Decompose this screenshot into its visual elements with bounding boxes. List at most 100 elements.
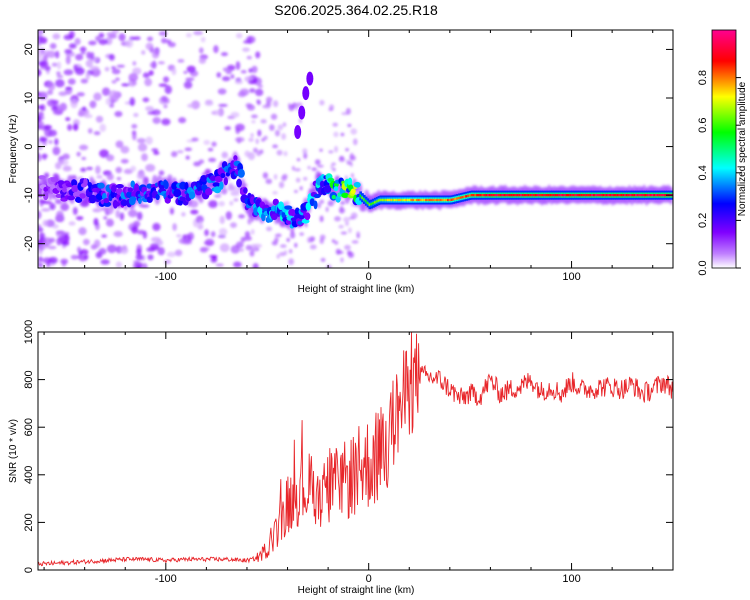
noise-blob	[38, 199, 47, 203]
ridge-peak	[600, 193, 603, 197]
noise-blob	[295, 105, 299, 112]
ridge-core-blob	[341, 192, 349, 198]
noise-blob	[161, 37, 168, 44]
ridge-peak	[660, 193, 664, 197]
noise-blob	[106, 154, 115, 162]
ridge-peak	[662, 193, 666, 197]
noise-blob	[221, 187, 228, 195]
noise-blob	[106, 32, 117, 37]
noise-blob	[151, 148, 159, 152]
ridge-peak	[481, 193, 485, 197]
ridge-peak	[514, 193, 518, 197]
noise-blob	[46, 90, 54, 95]
ridge-peak	[370, 202, 373, 206]
noise-blob	[93, 131, 101, 136]
noise-blob	[113, 230, 123, 238]
ridge-core-blob	[272, 198, 279, 206]
ridge-peak	[572, 193, 576, 197]
noise-blob	[198, 220, 203, 229]
ridge-peak	[591, 193, 594, 197]
noise-blob	[133, 112, 139, 118]
noise-blob	[79, 144, 89, 151]
ridge-peak	[656, 193, 660, 197]
noise-blob	[265, 101, 272, 107]
noise-blob	[86, 166, 93, 171]
ridge-peak	[552, 193, 556, 197]
ridge-peak	[633, 193, 636, 197]
noise-blob	[191, 137, 199, 142]
noise-blob	[174, 249, 183, 257]
ridge-core-blob	[97, 182, 105, 189]
noise-blob	[255, 138, 259, 145]
ridge-core-blob	[294, 207, 300, 216]
noise-blob	[319, 99, 325, 106]
ridge-peak	[488, 193, 492, 197]
noise-blob	[235, 127, 241, 135]
ridge-peak	[618, 193, 622, 197]
x-tick-label: 100	[562, 573, 580, 585]
noise-blob	[72, 123, 79, 131]
ridge-peak	[532, 193, 536, 197]
ridge-peak	[529, 193, 532, 197]
noise-blob	[314, 159, 321, 165]
noise-blob	[114, 111, 123, 117]
y-tick-label: 400	[23, 466, 35, 484]
noise-blob	[131, 225, 138, 234]
noise-blob	[319, 148, 323, 152]
noise-blob	[183, 80, 193, 89]
noise-blob	[76, 151, 81, 157]
ridge-peak	[388, 198, 392, 202]
ridge-core-blob	[67, 195, 76, 201]
ridge-peak	[474, 193, 477, 197]
noise-blob	[133, 36, 141, 41]
noise-blob	[48, 140, 53, 144]
noise-blob	[147, 254, 154, 261]
noise-blob	[178, 117, 187, 124]
noise-blob	[42, 219, 49, 227]
noise-blob	[38, 224, 42, 229]
noise-blob	[288, 104, 295, 112]
x-tick-label: 0	[366, 271, 372, 283]
noise-blob	[118, 33, 126, 42]
colorbar-tick-label: 0.6	[697, 118, 709, 133]
noise-blob	[171, 151, 178, 158]
noise-blob	[43, 124, 52, 130]
noise-blob	[331, 239, 336, 243]
noise-blob	[99, 149, 109, 158]
ridge-peak	[598, 193, 602, 197]
noise-blob	[250, 114, 258, 119]
noise-blob	[52, 109, 63, 116]
ridge-peak	[441, 198, 445, 202]
noise-blob	[176, 234, 182, 238]
ridge-peak	[653, 193, 656, 197]
ridge-peak	[509, 193, 512, 197]
noise-blob	[163, 104, 168, 109]
noise-blob	[294, 167, 301, 172]
x-tick-label: 100	[562, 271, 580, 283]
ridge-peak	[406, 198, 410, 202]
noise-blob	[350, 172, 354, 178]
noise-blob	[73, 64, 78, 72]
ridge-core-blob	[350, 188, 356, 194]
noise-blob	[309, 244, 317, 250]
noise-blob	[55, 50, 60, 59]
noise-blob	[93, 208, 100, 213]
ridge-peak	[377, 199, 381, 202]
ridge-peak	[498, 193, 501, 197]
ridge-peak	[459, 196, 463, 199]
noise-blob	[177, 58, 185, 63]
ridge-peak	[446, 198, 450, 202]
noise-blob	[277, 124, 284, 131]
noise-blob	[265, 96, 273, 103]
noise-blob	[47, 245, 57, 250]
noise-blob	[317, 164, 324, 168]
ridge-core-blob	[83, 177, 88, 187]
noise-blob	[38, 263, 44, 268]
noise-blob	[140, 204, 150, 208]
noise-blob	[350, 128, 358, 135]
ridge-peak	[616, 193, 620, 197]
noise-blob	[157, 61, 165, 65]
ridge-core-blob	[297, 220, 303, 225]
noise-blob	[142, 262, 148, 268]
